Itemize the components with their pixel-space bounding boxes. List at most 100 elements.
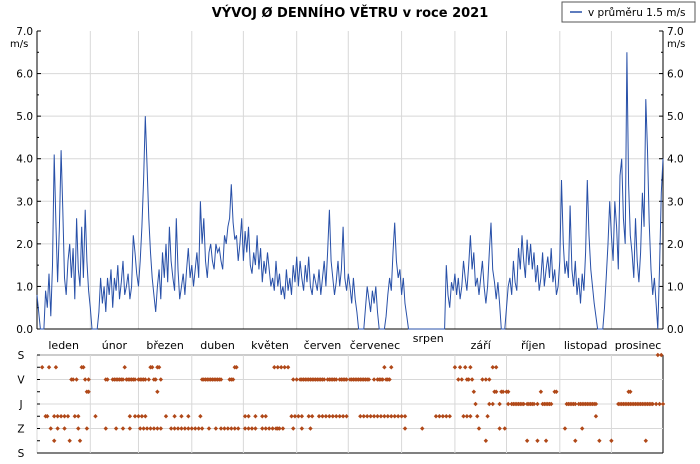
direction-label: J xyxy=(18,399,22,411)
direction-point xyxy=(364,414,370,419)
direction-point xyxy=(151,426,157,431)
direction-point xyxy=(464,414,470,419)
direction-point xyxy=(175,426,181,431)
direction-point xyxy=(643,438,649,443)
direction-point xyxy=(139,414,145,419)
direction-point xyxy=(285,365,291,370)
direction-point xyxy=(456,377,461,382)
direction-point xyxy=(361,414,366,419)
direction-point xyxy=(120,426,126,431)
direction-point xyxy=(392,414,397,419)
direction-point xyxy=(294,377,299,382)
direction-point xyxy=(502,426,507,431)
direction-point xyxy=(389,414,394,419)
direction-point xyxy=(103,426,108,431)
direction-point xyxy=(334,377,339,382)
direction-point xyxy=(77,438,83,443)
direction-point xyxy=(433,414,439,419)
direction-point xyxy=(524,438,530,443)
direction-point xyxy=(246,414,251,419)
direction-point xyxy=(382,414,387,419)
direction-point xyxy=(127,426,133,431)
direction-point xyxy=(172,426,177,431)
direction-point xyxy=(74,377,79,382)
direction-point xyxy=(253,414,258,419)
direction-point xyxy=(299,426,305,431)
direction-point xyxy=(253,426,258,431)
direction-point xyxy=(86,377,91,382)
month-label: duben xyxy=(200,339,235,352)
y-tick-label-right: 3.0 xyxy=(667,196,684,208)
month-label: květen xyxy=(251,339,289,352)
direction-point xyxy=(473,401,478,407)
direction-point xyxy=(487,401,492,407)
direction-point xyxy=(562,426,568,431)
direction-points xyxy=(39,352,666,443)
y-tick-label-left: 1.0 xyxy=(16,281,33,293)
direction-point xyxy=(535,438,540,443)
direction-point xyxy=(468,414,473,419)
direction-point xyxy=(493,389,499,394)
direction-point xyxy=(291,426,296,431)
direction-point xyxy=(168,426,174,431)
direction-point xyxy=(189,426,194,431)
direction-point xyxy=(330,414,336,419)
direction-point xyxy=(289,414,294,419)
direction-point xyxy=(506,389,511,394)
month-label: srpen xyxy=(413,332,444,345)
direction-point xyxy=(320,414,325,419)
direction-point xyxy=(650,401,655,407)
direction-point xyxy=(543,438,549,443)
y-tick-label-left: 0.0 xyxy=(16,324,33,336)
direction-point xyxy=(58,414,64,419)
direction-point xyxy=(113,426,119,431)
direction-point xyxy=(182,426,188,431)
direction-point xyxy=(282,365,287,370)
direction-point xyxy=(272,365,277,370)
direction-point xyxy=(371,414,377,419)
direction-point xyxy=(399,414,404,419)
direction-point xyxy=(122,365,127,370)
direction-point xyxy=(382,365,387,370)
direction-point xyxy=(483,377,489,382)
direction-point xyxy=(471,389,477,394)
direction-point xyxy=(340,414,346,419)
direction-point xyxy=(127,414,133,419)
direction-point xyxy=(468,365,473,370)
direction-point xyxy=(206,426,212,431)
direction-point xyxy=(485,414,490,419)
direction-point xyxy=(270,426,275,431)
direction-point xyxy=(402,414,408,419)
y-tick-label-right: 0.0 xyxy=(667,324,684,336)
direction-point xyxy=(132,377,138,382)
direction-point xyxy=(461,414,466,419)
direction-point xyxy=(628,389,633,394)
direction-point xyxy=(440,414,446,419)
direction-point xyxy=(291,377,296,382)
direction-point xyxy=(447,414,452,419)
direction-label: V xyxy=(17,375,25,387)
direction-point xyxy=(225,426,231,431)
direction-point xyxy=(199,426,205,431)
direction-point xyxy=(452,365,458,370)
direction-point xyxy=(538,389,544,394)
direction-point xyxy=(500,389,506,394)
direction-point xyxy=(260,414,265,419)
y-tick-labels: 0.0 0.0 1.0 1.0 2.0 2.0 3.0 3.0 4.0 4.0 5.0 5.0 6.0 6… xyxy=(16,26,683,336)
y-tick-label-left: 3.0 xyxy=(16,196,33,208)
direction-point xyxy=(323,414,329,419)
direction-point xyxy=(609,438,614,443)
direction-point xyxy=(535,401,540,407)
direction-point xyxy=(444,414,449,419)
direction-point xyxy=(263,414,268,419)
direction-point xyxy=(163,414,169,419)
month-labels: leden únor březen duben květen červen červenec… xyxy=(48,332,661,352)
direction-point xyxy=(120,377,126,382)
direction-point xyxy=(218,426,224,431)
month-label: červenec xyxy=(350,339,400,352)
legend: v průměru 1.5 m/s xyxy=(561,1,696,23)
direction-point xyxy=(483,438,489,443)
month-label: listopad xyxy=(564,339,608,352)
direction-point xyxy=(45,414,50,419)
